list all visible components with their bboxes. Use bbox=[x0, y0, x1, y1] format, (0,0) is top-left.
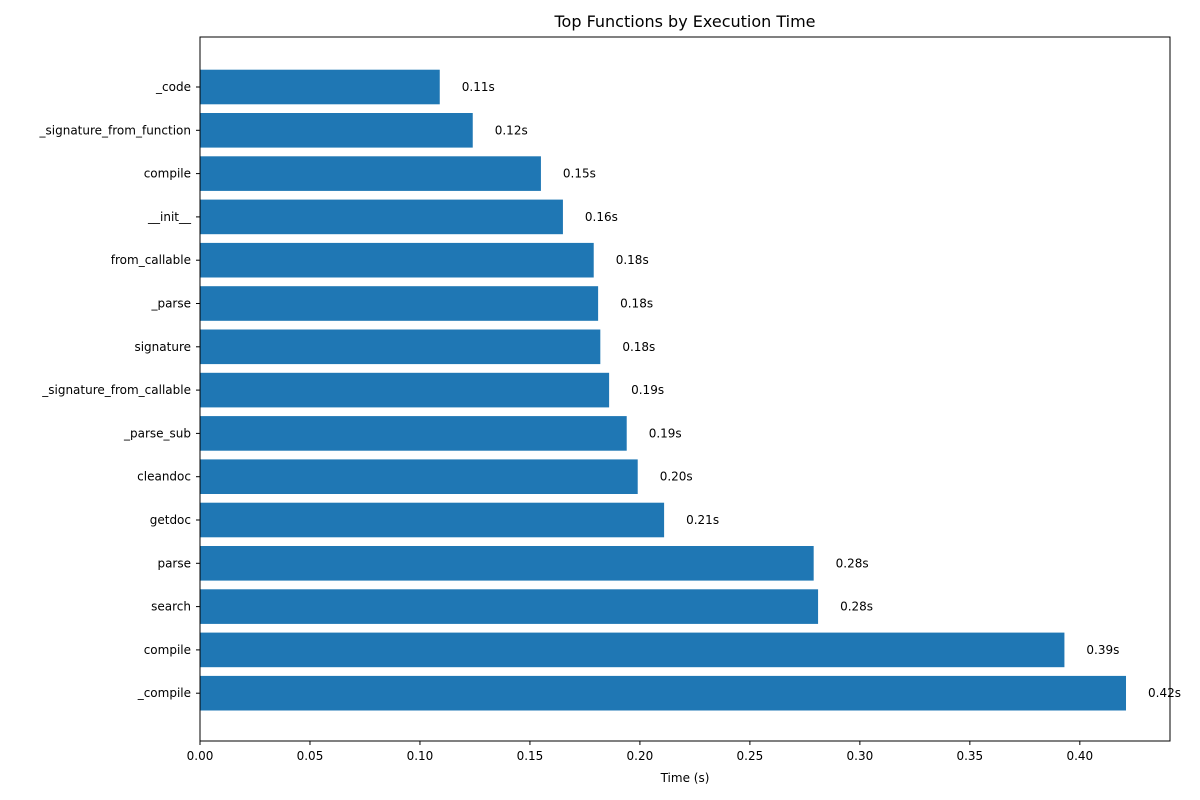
x-tick-label: 0.40 bbox=[1066, 749, 1093, 763]
bar bbox=[200, 329, 601, 365]
bar bbox=[200, 675, 1127, 711]
y-tick-label: signature bbox=[134, 340, 191, 354]
chart-title: Top Functions by Execution Time bbox=[554, 12, 816, 31]
x-tick-label: 0.35 bbox=[956, 749, 983, 763]
bar bbox=[200, 546, 814, 581]
bar bbox=[200, 416, 627, 451]
y-tick-label: cleandoc bbox=[137, 470, 191, 484]
data-label: 0.28s bbox=[836, 556, 869, 570]
bar bbox=[200, 372, 610, 408]
data-label: 0.19s bbox=[631, 383, 664, 397]
y-tick-label: search bbox=[151, 600, 191, 614]
x-tick-label: 0.15 bbox=[517, 749, 544, 763]
y-tick-label: _parse_sub bbox=[123, 426, 191, 440]
data-label: 0.19s bbox=[649, 426, 682, 440]
x-tick-label: 0.30 bbox=[847, 749, 874, 763]
data-labels: 0.11s 0.12s 0.15s 0.16s 0.18s 0.18s 0.18s 0.19s… bbox=[462, 80, 1181, 700]
data-label: 0.12s bbox=[495, 123, 528, 137]
data-label: 0.15s bbox=[563, 167, 596, 181]
y-tick-label: _signature_from_callable bbox=[41, 383, 191, 397]
y-tick-label: compile bbox=[144, 643, 191, 657]
data-label: 0.42s bbox=[1148, 686, 1181, 700]
y-tick-label: from_callable bbox=[111, 253, 191, 267]
x-axis-label: Time (s) bbox=[660, 771, 710, 785]
bar bbox=[200, 199, 563, 235]
y-tick-label: getdoc bbox=[150, 513, 191, 527]
y-tick-label: compile bbox=[144, 167, 191, 181]
bars-group bbox=[200, 69, 1127, 711]
data-label: 0.39s bbox=[1086, 643, 1119, 657]
bar bbox=[200, 156, 541, 191]
bar bbox=[200, 286, 599, 321]
bar bbox=[200, 632, 1065, 668]
bar bbox=[200, 502, 665, 538]
bar bbox=[200, 459, 638, 494]
data-label: 0.18s bbox=[622, 340, 655, 354]
data-label: 0.16s bbox=[585, 210, 618, 224]
data-label: 0.18s bbox=[620, 297, 653, 311]
data-label: 0.18s bbox=[616, 253, 649, 267]
data-label: 0.11s bbox=[462, 80, 495, 94]
y-tick-label: __init__ bbox=[147, 210, 192, 224]
bar bbox=[200, 69, 440, 105]
data-label: 0.20s bbox=[660, 470, 693, 484]
bar bbox=[200, 113, 473, 148]
x-tick-label: 0.10 bbox=[407, 749, 434, 763]
y-tick-label: _compile bbox=[137, 686, 191, 700]
data-label: 0.28s bbox=[840, 600, 873, 614]
y-tick-label: _signature_from_function bbox=[39, 123, 191, 137]
bar bbox=[200, 589, 819, 624]
x-tick-label: 0.25 bbox=[737, 749, 764, 763]
x-tick-label: 0.00 bbox=[187, 749, 214, 763]
y-tick-label: parse bbox=[157, 556, 191, 570]
x-axis: 0.00 0.05 0.10 0.15 0.20 0.25 0.30 0.35 0.40 bbox=[187, 741, 1093, 763]
x-tick-label: 0.05 bbox=[297, 749, 324, 763]
data-label: 0.21s bbox=[686, 513, 719, 527]
bar bbox=[200, 242, 594, 278]
y-tick-label: _code bbox=[155, 80, 191, 94]
x-tick-label: 0.20 bbox=[627, 749, 654, 763]
y-tick-label: _parse bbox=[150, 297, 191, 311]
plot-frame bbox=[199, 36, 1171, 742]
